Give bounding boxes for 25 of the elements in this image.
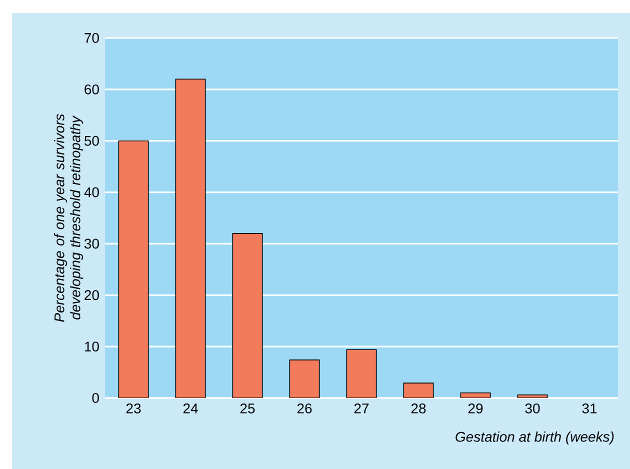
y-axis-title: Percentage of one year survivors developing threshold retinopathy <box>54 114 84 322</box>
x-tick-label: 25 <box>240 404 255 414</box>
y-tick-label: 50 <box>84 136 99 146</box>
y-tick-label: 30 <box>84 238 99 249</box>
y-tick-label: 20 <box>84 290 99 300</box>
x-tick-label: 27 <box>354 404 369 414</box>
x-tick-label: 26 <box>297 404 312 414</box>
bar <box>232 233 263 398</box>
y-tick-label: 60 <box>84 84 99 94</box>
bar <box>289 360 320 398</box>
y-tick-label: 70 <box>84 33 99 43</box>
bar <box>346 349 377 398</box>
x-tick-label: 24 <box>183 404 198 414</box>
x-tick-label: 29 <box>468 404 483 414</box>
bar <box>118 140 149 398</box>
x-tick-label: 31 <box>582 404 597 414</box>
x-axis-title: Gestation at birth (weeks) <box>456 432 614 445</box>
x-tick-label: 28 <box>411 404 426 414</box>
x-tick-label: 23 <box>126 404 141 414</box>
bar <box>175 78 206 398</box>
y-tick-label: 40 <box>84 187 99 198</box>
y-tick-label: 10 <box>84 342 99 352</box>
x-tick-label: 30 <box>525 404 540 414</box>
bar <box>403 382 434 398</box>
y-tick-label: 0 <box>92 393 99 403</box>
